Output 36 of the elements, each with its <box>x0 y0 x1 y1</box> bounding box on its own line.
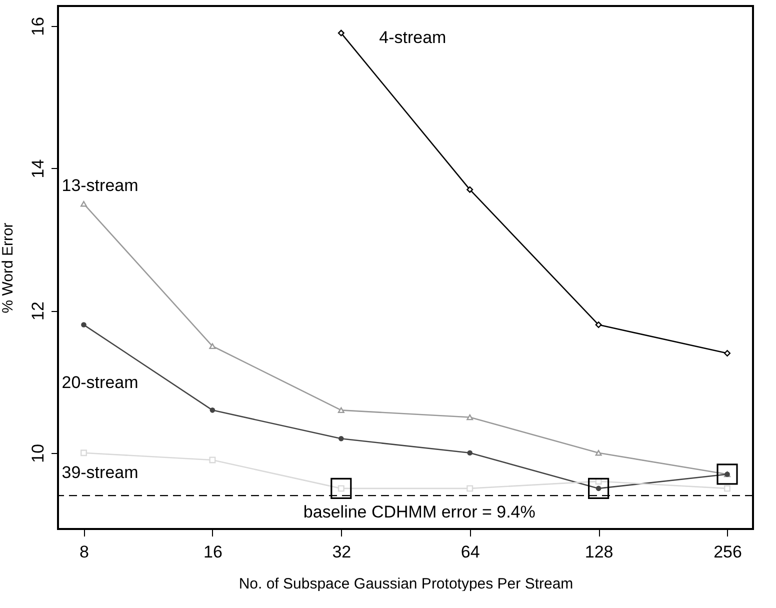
point <box>466 485 474 492</box>
series-label: 4-stream <box>379 28 446 48</box>
point <box>209 343 216 350</box>
x-tick-label: 64 <box>460 542 480 562</box>
point <box>330 478 352 499</box>
point <box>209 456 216 464</box>
point <box>724 350 731 356</box>
x-tick-label: 16 <box>203 542 222 562</box>
point <box>595 450 602 456</box>
ref-line-label: baseline CDHMM error = 9.4% <box>303 502 536 522</box>
x-tick-label: 128 <box>584 542 614 562</box>
point <box>466 414 474 420</box>
series-label: 20-stream <box>62 372 138 392</box>
point <box>338 436 344 442</box>
x-tick-label: 8 <box>80 542 89 562</box>
y-tick-label: 10 <box>28 444 48 463</box>
x-tick-label: 256 <box>714 542 742 562</box>
y-tick-label: 14 <box>28 159 48 178</box>
point <box>338 407 344 414</box>
point <box>595 322 602 328</box>
point <box>80 450 87 456</box>
series-label: 39-stream <box>62 462 138 482</box>
x-tick-label: 32 <box>332 542 352 562</box>
point <box>724 485 731 492</box>
y-tick-label: 12 <box>28 302 48 321</box>
point <box>81 322 86 328</box>
point <box>716 464 738 485</box>
point <box>588 478 610 499</box>
y-axis-title: % Word Error <box>0 222 16 314</box>
point <box>80 200 87 207</box>
point <box>466 186 474 193</box>
y-tick-label: 16 <box>28 16 48 36</box>
point <box>338 30 344 36</box>
point <box>210 408 216 413</box>
series-label: 13-stream <box>62 176 138 195</box>
point <box>467 450 472 456</box>
